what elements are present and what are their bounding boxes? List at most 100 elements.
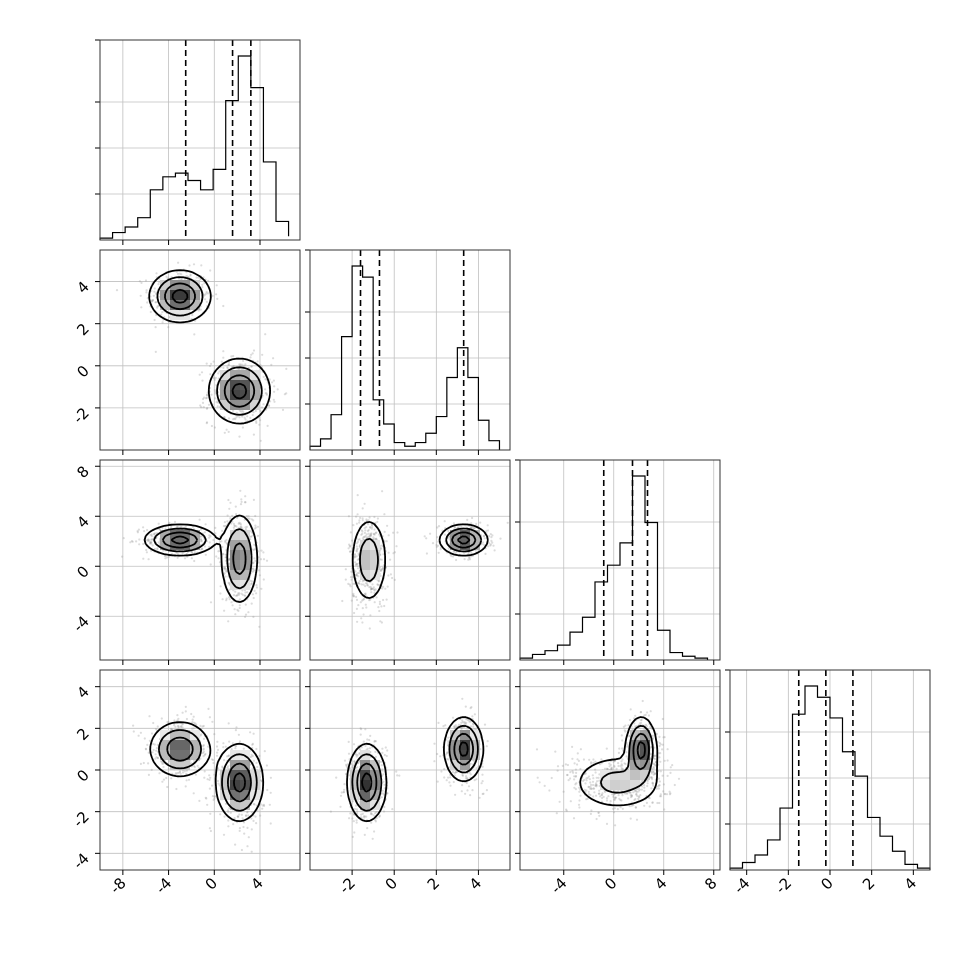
sample-point bbox=[613, 798, 616, 801]
sample-point bbox=[209, 776, 212, 779]
sample-point bbox=[202, 737, 206, 741]
sample-point bbox=[468, 557, 471, 560]
sample-point bbox=[360, 529, 363, 532]
sample-point bbox=[361, 607, 364, 610]
sample-point bbox=[224, 569, 227, 572]
sample-point bbox=[227, 363, 231, 366]
sample-point bbox=[454, 724, 457, 727]
sample-point bbox=[223, 572, 226, 575]
sample-point bbox=[595, 785, 598, 788]
sample-point bbox=[177, 717, 180, 720]
sample-point bbox=[263, 804, 266, 808]
sample-point bbox=[373, 515, 376, 519]
sample-point bbox=[383, 753, 386, 757]
sample-point bbox=[144, 748, 148, 751]
sample-point bbox=[142, 557, 145, 560]
sample-point bbox=[493, 549, 496, 552]
sample-point bbox=[199, 278, 202, 281]
sample-point bbox=[211, 720, 214, 723]
sample-point bbox=[193, 559, 196, 563]
sample-point bbox=[393, 578, 396, 582]
sample-point bbox=[176, 772, 179, 775]
sample-point bbox=[136, 531, 139, 534]
sample-point bbox=[229, 517, 232, 520]
sample-point bbox=[650, 772, 653, 775]
sample-point bbox=[273, 390, 276, 393]
sample-point bbox=[207, 707, 210, 711]
sample-point bbox=[373, 830, 376, 833]
sample-point bbox=[370, 532, 373, 535]
sample-point bbox=[205, 362, 208, 365]
sample-point bbox=[385, 754, 388, 758]
sample-point bbox=[255, 421, 258, 424]
sample-point bbox=[129, 541, 132, 544]
sample-point bbox=[137, 528, 140, 531]
sample-point bbox=[363, 535, 366, 539]
sample-point bbox=[184, 710, 187, 713]
sample-point bbox=[213, 795, 216, 798]
sample-point bbox=[484, 552, 487, 556]
sample-point bbox=[158, 772, 161, 775]
contour-level bbox=[171, 288, 248, 400]
sample-point bbox=[469, 725, 473, 728]
sample-point bbox=[453, 526, 457, 529]
contour-level bbox=[148, 269, 271, 425]
sample-point bbox=[191, 718, 194, 721]
sample-point bbox=[199, 404, 202, 407]
sample-point bbox=[154, 292, 158, 295]
sample-point bbox=[216, 740, 219, 743]
sample-point bbox=[180, 273, 183, 276]
sample-point bbox=[154, 301, 157, 304]
sample-point bbox=[149, 533, 152, 537]
contour-level bbox=[164, 282, 256, 408]
density-cell bbox=[240, 770, 250, 780]
sample-point bbox=[466, 789, 469, 792]
sample-point bbox=[234, 505, 237, 508]
sample-point bbox=[247, 367, 250, 370]
sample-point bbox=[635, 790, 639, 794]
sample-point bbox=[215, 401, 218, 404]
sample-point bbox=[255, 584, 258, 587]
density-cell bbox=[180, 750, 190, 760]
sample-point bbox=[618, 797, 621, 800]
sample-point bbox=[185, 769, 188, 772]
sample-point bbox=[193, 551, 196, 554]
sample-point bbox=[215, 555, 218, 558]
sample-point bbox=[561, 764, 564, 768]
sample-point bbox=[364, 603, 367, 606]
sample-point bbox=[214, 376, 217, 379]
sample-point bbox=[246, 591, 249, 594]
density-cell bbox=[190, 740, 200, 750]
sample-point bbox=[448, 781, 451, 784]
sample-point bbox=[370, 812, 373, 815]
sample-point bbox=[382, 585, 385, 588]
sample-point bbox=[222, 833, 226, 836]
sample-point bbox=[661, 774, 664, 777]
sample-point bbox=[264, 378, 267, 381]
sample-point bbox=[222, 553, 225, 556]
sample-point bbox=[227, 620, 230, 623]
sample-point bbox=[350, 570, 353, 573]
sample-point bbox=[176, 556, 179, 559]
sample-point bbox=[481, 765, 484, 768]
sample-point bbox=[242, 821, 246, 824]
sample-point bbox=[230, 748, 233, 751]
sample-point bbox=[598, 789, 601, 792]
sample-point bbox=[364, 585, 367, 588]
sample-point bbox=[201, 379, 204, 382]
sample-point bbox=[205, 407, 208, 410]
sample-point bbox=[344, 772, 347, 776]
sample-point bbox=[209, 563, 212, 566]
sample-point bbox=[386, 792, 389, 795]
sample-point bbox=[372, 538, 375, 541]
sample-point bbox=[482, 535, 485, 538]
sample-point bbox=[483, 534, 486, 538]
sample-point bbox=[620, 768, 624, 771]
sample-points bbox=[535, 699, 681, 827]
sample-point bbox=[364, 529, 367, 532]
panel-frame bbox=[309, 249, 511, 451]
sample-point bbox=[211, 795, 214, 798]
density-cell bbox=[250, 780, 260, 790]
sample-point bbox=[246, 826, 249, 830]
